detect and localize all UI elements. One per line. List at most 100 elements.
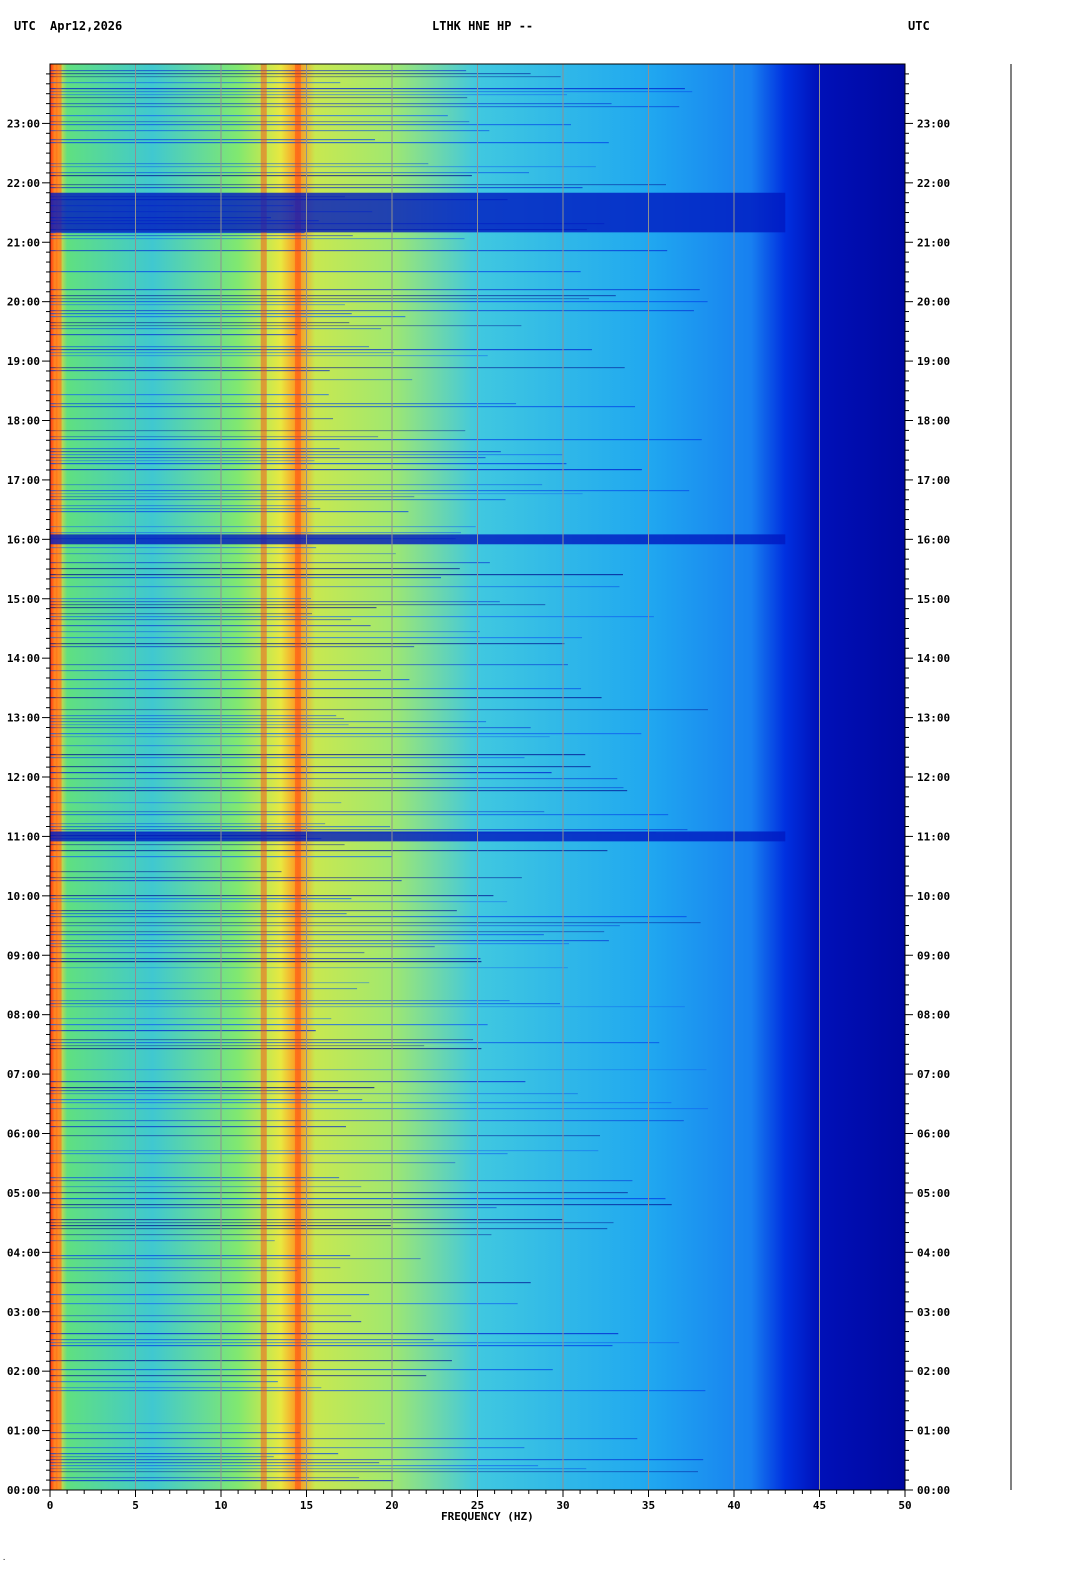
y-tick-label-left: 03:00 — [7, 1306, 40, 1319]
noise-streak — [50, 448, 340, 450]
noise-streak — [50, 1270, 298, 1272]
noise-streak — [50, 1453, 339, 1455]
noise-streak — [50, 1369, 553, 1371]
noise-streak — [50, 1480, 394, 1482]
noise-streak — [50, 1459, 704, 1461]
noise-streak — [50, 631, 480, 633]
noise-streak — [50, 1438, 638, 1440]
y-tick-label-left: 10:00 — [7, 890, 40, 903]
noise-streak — [50, 1102, 672, 1104]
y-tick-label-left: 11:00 — [7, 830, 40, 843]
noise-streak — [50, 1018, 332, 1020]
noise-streak — [50, 1069, 707, 1071]
noise-streak — [50, 916, 687, 918]
noise-streak — [50, 757, 525, 759]
y-tick-label-left: 22:00 — [7, 177, 40, 190]
noise-streak — [50, 724, 349, 726]
grid-lines — [135, 64, 820, 1490]
noise-streak — [50, 688, 582, 690]
noise-streak — [50, 115, 448, 117]
noise-streak — [50, 238, 465, 240]
noise-streak — [50, 142, 609, 144]
noise-streak — [50, 1258, 421, 1260]
y-tick-label-right: 06:00 — [917, 1128, 950, 1141]
x-tick-label: 30 — [556, 1499, 569, 1512]
noise-streak — [50, 766, 591, 768]
x-tick-label: 50 — [898, 1499, 911, 1512]
y-tick-label-left: 08:00 — [7, 1009, 40, 1022]
noise-streak — [50, 1006, 685, 1008]
quiet-interval — [50, 534, 786, 545]
noise-streak — [50, 1447, 525, 1449]
noise-streak — [50, 301, 708, 303]
noise-streak — [50, 1465, 539, 1467]
noise-streak — [50, 97, 468, 99]
noise-streak — [50, 826, 391, 828]
noise-streak — [50, 814, 669, 816]
noise-streak — [50, 316, 406, 318]
noise-streak — [50, 574, 623, 576]
noise-streak — [50, 1030, 316, 1032]
noise-streak — [50, 394, 329, 396]
noise-streak — [50, 709, 708, 711]
noise-streak — [50, 325, 522, 327]
noise-streak — [50, 811, 545, 813]
noise-streak — [50, 271, 581, 273]
noise-streak — [50, 1003, 561, 1005]
noise-streak — [50, 1000, 510, 1002]
noise-streak — [50, 1432, 300, 1434]
noise-streak — [50, 754, 586, 756]
noise-streak — [50, 235, 353, 237]
noise-streak — [50, 670, 381, 672]
noise-streak — [50, 130, 490, 132]
noise-streak — [50, 1468, 587, 1470]
noise-streak — [50, 532, 461, 534]
noise-streak — [50, 163, 429, 165]
noise-streak — [50, 526, 476, 528]
y-tick-label-right: 14:00 — [917, 652, 950, 665]
noise-streak — [50, 568, 460, 570]
header-date: Apr12,2026 — [50, 19, 122, 33]
noise-streak — [50, 988, 358, 990]
noise-streak — [50, 334, 298, 336]
y-tick-label-right: 02:00 — [917, 1365, 950, 1378]
y-tick-label-left: 13:00 — [7, 712, 40, 725]
noise-streak — [50, 430, 466, 432]
noise-streak — [50, 1294, 370, 1296]
frequency-band — [294, 64, 301, 1490]
noise-streak — [50, 1045, 425, 1047]
noise-streak — [50, 328, 382, 330]
y-tick-label-left: 20:00 — [7, 296, 40, 309]
noise-streak — [50, 1135, 601, 1137]
noise-streak — [50, 1225, 391, 1227]
y-tick-label-left: 18:00 — [7, 415, 40, 428]
y-tick-label-right: 03:00 — [917, 1306, 950, 1319]
x-tick-label: 35 — [642, 1499, 655, 1512]
y-tick-label-left: 23:00 — [7, 117, 40, 130]
y-tick-label-left: 04:00 — [7, 1246, 40, 1259]
x-tick-label: 0 — [47, 1499, 54, 1512]
noise-streak — [50, 1342, 680, 1344]
noise-streak — [50, 232, 305, 234]
y-tick-label-right: 07:00 — [917, 1068, 950, 1081]
frequency-band — [55, 64, 62, 1490]
y-tick-label-left: 14:00 — [7, 652, 40, 665]
noise-streak — [50, 946, 435, 948]
noise-streak — [50, 1255, 351, 1257]
noise-streak — [50, 1456, 274, 1458]
y-tick-label-right: 13:00 — [917, 712, 950, 725]
quiet-interval — [50, 831, 786, 842]
noise-streak — [50, 802, 342, 804]
x-tick-label: 10 — [214, 1499, 227, 1512]
x-tick-label: 15 — [300, 1499, 313, 1512]
noise-streak — [50, 322, 350, 324]
y-tick-label-left: 15:00 — [7, 593, 40, 606]
noise-streak — [50, 1177, 340, 1179]
noise-streak — [50, 379, 413, 381]
noise-streak — [50, 922, 701, 924]
noise-streak — [50, 73, 531, 75]
y-tick-label-left: 12:00 — [7, 771, 40, 784]
noise-streak — [50, 925, 620, 927]
x-axis-label: FREQUENCY (HZ) — [441, 1510, 534, 1523]
noise-streak — [50, 172, 530, 174]
